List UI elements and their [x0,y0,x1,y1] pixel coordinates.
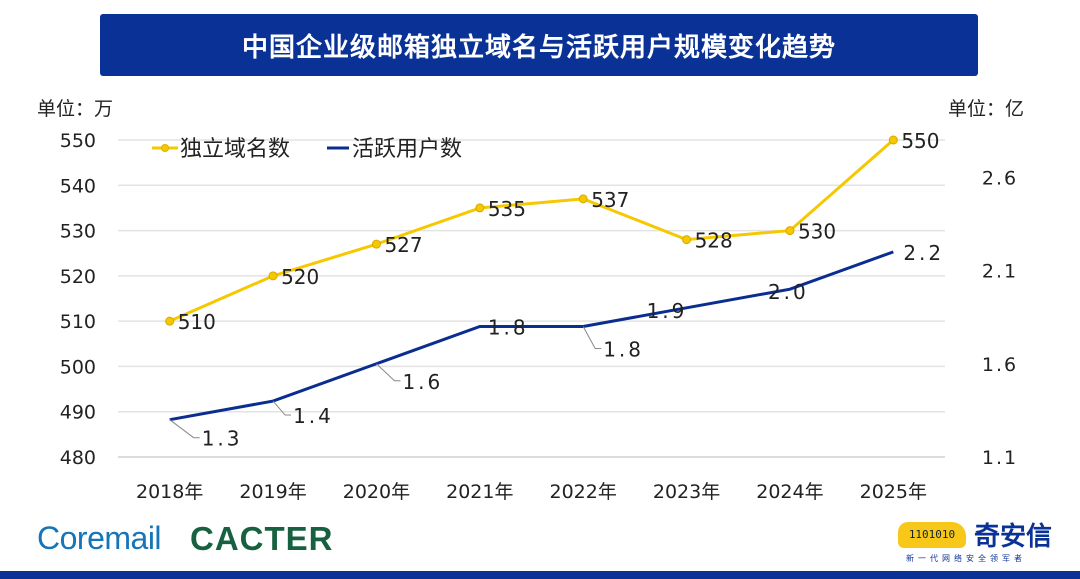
title-banner: 中国企业级邮箱独立域名与活跃用户规模变化趋势 [100,14,978,76]
data-point-domains [371,239,381,249]
data-label-domains: 527 [384,233,422,257]
data-label-domains: 510 [178,310,216,334]
x-tick-label: 2025年 [860,481,927,503]
coremail-logo: Coremail [37,520,162,556]
bottom-bar [0,571,1080,579]
left-axis-unit: 单位：万 [37,98,114,120]
data-label-users: 1.3 [202,427,243,451]
data-point-domains [578,194,588,204]
series-line-domains [169,138,895,323]
data-label-domains: 550 [901,129,939,153]
legend-marker-domains [161,144,169,152]
x-tick-label: 2023年 [653,481,720,503]
data-point-domains [475,203,485,213]
data-label-domains: 520 [281,265,319,289]
qianxin-name: 奇安信 [974,522,1053,552]
data-point-domains [785,226,795,236]
legend-label-domains: 独立域名数 [180,137,290,162]
left-tick-label: 500 [60,356,96,378]
data-label-domains: 537 [591,188,629,212]
left-tick-label: 530 [60,221,96,243]
x-tick-label: 2024年 [756,481,823,503]
data-label-domains: 535 [488,197,526,221]
data-label-users: 1.6 [402,370,443,394]
qianxin-slogan: 新一代网络安全领军者 [906,554,1026,563]
legend-label-users: 活跃用户数 [352,137,462,162]
left-tick-label: 510 [60,311,96,333]
right-tick-label: 1.1 [982,447,1018,469]
data-label-leader [582,326,602,349]
series-line-users [169,250,894,422]
right-axis-unit: 单位：亿 [948,98,1025,120]
left-tick-label: 540 [60,175,96,197]
x-tick-label: 2021年 [446,481,513,503]
left-tick-label: 550 [60,130,96,152]
data-point-domains [268,271,278,281]
left-tick-label: 480 [60,447,96,469]
left-tick-label: 490 [60,402,96,424]
cacter-logo: CACTER [190,520,334,557]
data-label-users: 1.4 [293,404,334,428]
chart-title: 中国企业级邮箱独立域名与活跃用户规模变化趋势 [241,32,836,63]
data-point-domains [165,316,175,326]
x-tick-label: 2020年 [343,481,410,503]
tiger-icon: 1101010 [898,522,966,548]
x-tick-label: 2022年 [550,481,617,503]
right-tick-label: 2.1 [982,261,1018,283]
data-label-leader [376,363,401,382]
data-label-users: 1.8 [603,337,644,361]
right-tick-label: 2.6 [982,167,1018,189]
x-tick-label: 2019年 [239,481,306,503]
data-label-leader [272,400,292,416]
x-tick-label: 2018年 [136,481,203,503]
data-label-domains: 528 [695,229,733,253]
data-label-domains: 530 [798,220,836,244]
data-point-domains [888,135,898,145]
data-label-users: 2.0 [768,280,809,304]
left-tick-label: 520 [60,266,96,288]
data-label-leader [169,419,200,439]
data-label-users: 1.8 [488,315,529,339]
right-tick-label: 1.6 [982,354,1018,376]
data-label-users: 1.9 [647,299,688,323]
data-label-users: 2.2 [903,241,944,265]
data-point-domains [682,235,692,245]
